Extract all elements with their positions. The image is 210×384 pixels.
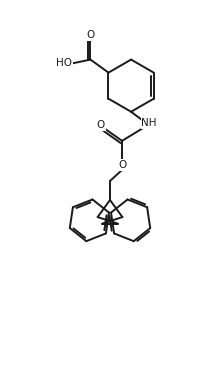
Text: O: O xyxy=(97,120,105,130)
Text: HO: HO xyxy=(56,58,72,68)
Text: O: O xyxy=(86,30,94,40)
Text: O: O xyxy=(118,160,126,170)
Text: NH: NH xyxy=(141,118,157,128)
